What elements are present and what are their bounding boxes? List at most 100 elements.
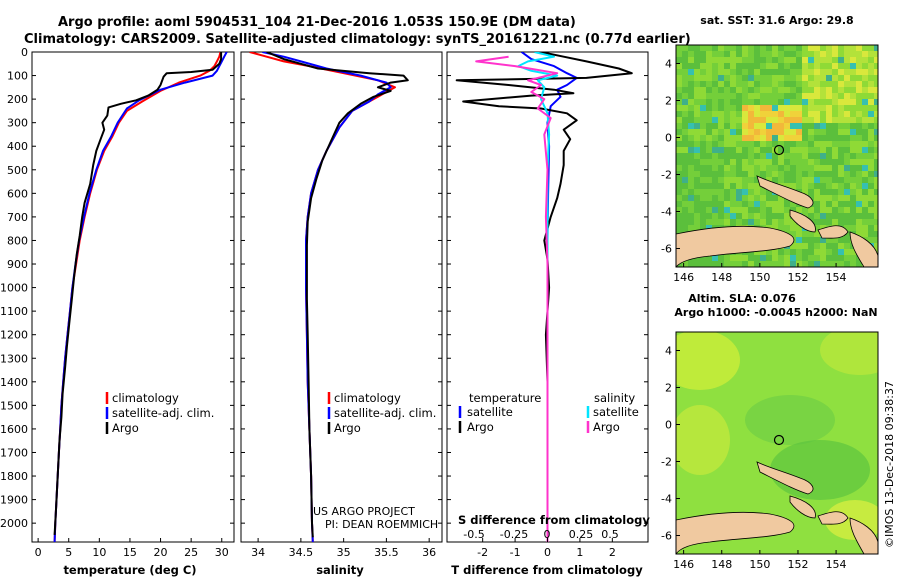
sst-cell — [844, 255, 850, 261]
sst-cell — [736, 87, 742, 93]
sst-cell — [688, 111, 694, 117]
sst-cell — [826, 129, 832, 135]
depth-tick-label: 1200 — [0, 329, 28, 342]
sst-cell — [874, 165, 878, 171]
sst-cell — [742, 141, 748, 147]
sst-cell — [724, 165, 730, 171]
sst-cell — [838, 213, 844, 219]
sst-cell — [874, 87, 878, 93]
map-lat-tick-label: 2 — [665, 382, 672, 395]
sst-cell — [832, 147, 838, 153]
sst-cell — [826, 117, 832, 123]
sst-cell — [808, 177, 814, 183]
sst-cell — [742, 63, 748, 69]
sst-cell — [766, 255, 772, 261]
sst-cell — [748, 159, 754, 165]
temperature-x-label: temperature (deg C) — [63, 563, 196, 577]
temperature-legend: climatology satellite-adj. clim. Argo — [105, 391, 214, 435]
sst-cell — [676, 57, 682, 63]
sst-cell — [682, 147, 688, 153]
credit-pi: PI: DEAN ROEMMICH — [325, 518, 438, 531]
sst-cell — [694, 141, 700, 147]
sst-cell — [706, 261, 712, 267]
sst-cell — [778, 219, 784, 225]
sst-cell — [802, 45, 808, 51]
sst-cell — [694, 87, 700, 93]
sst-cell — [724, 135, 730, 141]
sst-cell — [760, 75, 766, 81]
sst-cell — [790, 243, 796, 249]
sst-cell — [760, 93, 766, 99]
sst-cell — [682, 165, 688, 171]
sst-cell — [856, 99, 862, 105]
sst-cell — [850, 63, 856, 69]
sst-cell — [874, 105, 878, 111]
sst-cell — [832, 45, 838, 51]
sst-cell — [694, 219, 700, 225]
x-tick-label: 0 — [544, 546, 551, 559]
sst-cell — [694, 213, 700, 219]
sst-cell — [712, 177, 718, 183]
sst-cell — [862, 45, 868, 51]
sst-cell — [850, 213, 856, 219]
sst-cell — [736, 201, 742, 207]
sst-cell — [868, 117, 874, 123]
sst-cell — [694, 165, 700, 171]
sst-cell — [838, 171, 844, 177]
sst-cell — [808, 51, 814, 57]
sst-cell — [820, 105, 826, 111]
depth-tick-label: 1000 — [0, 282, 28, 295]
sst-cell — [778, 261, 784, 267]
sst-cell — [826, 237, 832, 243]
s-difference-tick-label: 0.5 — [601, 528, 619, 541]
sst-cell — [682, 51, 688, 57]
sst-cell — [784, 219, 790, 225]
sst-cell — [748, 87, 754, 93]
sst-cell — [736, 261, 742, 267]
sst-cell — [874, 171, 878, 177]
sst-cell — [682, 195, 688, 201]
sst-cell — [808, 63, 814, 69]
s-difference-tick-label: 0 — [544, 528, 551, 541]
sst-cell — [790, 45, 796, 51]
sst-cell — [766, 117, 772, 123]
sst-cell — [742, 213, 748, 219]
sst-cell — [844, 219, 850, 225]
sst-cell — [808, 99, 814, 105]
sst-cell — [856, 201, 862, 207]
sst-cell — [754, 111, 760, 117]
sst-cell — [844, 123, 850, 129]
sst-cell — [796, 165, 802, 171]
sst-cell — [778, 81, 784, 87]
map-lon-tick-label: 150 — [749, 271, 770, 284]
sst-cell — [796, 135, 802, 141]
sst-cell — [868, 57, 874, 63]
sst-cell — [718, 57, 724, 63]
sst-cell — [712, 63, 718, 69]
sst-cell — [742, 195, 748, 201]
sst-cell — [790, 105, 796, 111]
sst-cell — [718, 255, 724, 261]
sst-cell — [766, 201, 772, 207]
sst-cell — [736, 57, 742, 63]
sst-cell — [820, 147, 826, 153]
sst-cell — [778, 99, 784, 105]
sst-cell — [724, 153, 730, 159]
sst-cell — [748, 177, 754, 183]
sst-cell — [712, 255, 718, 261]
sst-cell — [802, 231, 808, 237]
sst-cell — [700, 201, 706, 207]
sst-cell — [820, 153, 826, 159]
sst-cell — [796, 105, 802, 111]
sst-cell — [856, 45, 862, 51]
sst-cell — [790, 135, 796, 141]
sst-cell — [712, 81, 718, 87]
sst-cell — [688, 261, 694, 267]
sst-cell — [676, 213, 682, 219]
sst-cell — [862, 183, 868, 189]
sst-cell — [760, 111, 766, 117]
sst-cell — [844, 141, 850, 147]
sst-cell — [754, 213, 760, 219]
sst-cell — [682, 123, 688, 129]
sst-cell — [862, 135, 868, 141]
